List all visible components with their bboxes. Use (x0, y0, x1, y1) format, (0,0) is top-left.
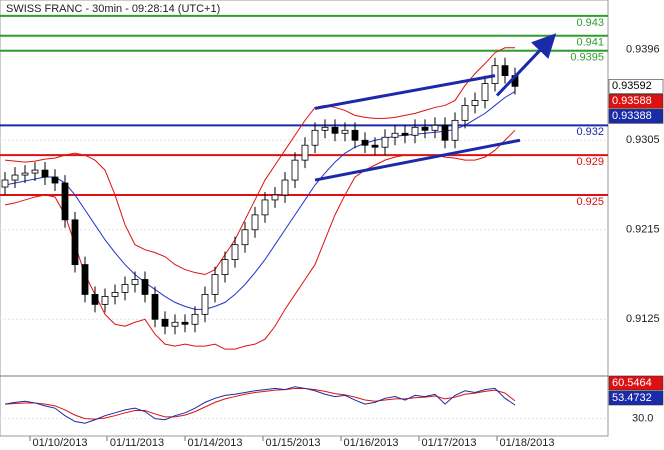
x-tick-label: 01/18/2013 (499, 437, 554, 449)
candle-body (391, 132, 399, 138)
x-tick-label: 01/14/2013 (187, 437, 242, 449)
candle-body (161, 318, 169, 327)
candle-body (21, 172, 29, 176)
candle-body (121, 284, 129, 293)
candle-body (501, 65, 509, 76)
x-tick-label: 01/16/2013 (343, 437, 398, 449)
candle-body (231, 244, 239, 261)
candle-body (311, 129, 319, 146)
candle-body (141, 279, 149, 295)
price-label-bg (608, 109, 664, 124)
y-tick-label: 0.9215 (626, 224, 660, 236)
candle-body (251, 214, 259, 231)
trendline (314, 74, 496, 110)
level-label: 0.925 (576, 196, 604, 208)
candle-body (491, 65, 499, 84)
candle-body (301, 144, 309, 161)
oscillator-line (4, 387, 516, 420)
candle-body (381, 136, 389, 148)
candle-body (471, 100, 479, 106)
candle-body (241, 229, 249, 246)
candle-body (71, 219, 79, 265)
candle-body (361, 139, 369, 146)
chart-title: SWISS FRANC - 30min - 09:28:14 (UTC+1) (6, 3, 220, 15)
candle-body (261, 199, 269, 216)
overlay-line (4, 47, 515, 276)
level-label: 0.929 (576, 156, 604, 168)
candle-body (91, 294, 99, 305)
y-tick-label: 0.9305 (626, 134, 660, 146)
candle-body (371, 144, 379, 148)
candle-body (341, 129, 349, 134)
candle-body (201, 294, 209, 315)
candle-body (421, 126, 429, 131)
candle-body (351, 129, 359, 141)
candle-body (451, 119, 459, 141)
level-label: 0.9395 (570, 52, 604, 64)
candle-body (481, 83, 489, 101)
candle-body (131, 279, 139, 285)
candle-body (1, 179, 9, 188)
candle-body (101, 296, 109, 305)
oscillator-label: 53.4732 (612, 392, 652, 404)
candle-body (221, 259, 229, 275)
x-tick-label: 01/17/2013 (421, 437, 476, 449)
level-label: 0.943 (576, 17, 604, 29)
candle-body (281, 179, 289, 196)
candle-body (431, 124, 439, 131)
candle-body (401, 132, 409, 136)
overlay-line (4, 91, 516, 310)
candle-body (181, 321, 189, 325)
candle-body (271, 194, 279, 201)
candle-body (11, 174, 19, 181)
price-label-bg (608, 94, 664, 109)
trendline (314, 138, 521, 182)
level-label: 0.941 (576, 37, 604, 49)
candle-body (411, 126, 419, 136)
candle-body (191, 313, 199, 325)
candle-body (331, 126, 339, 134)
candle-body (151, 294, 159, 320)
title-bg (1, 1, 241, 17)
x-tick-label: 01/15/2013 (265, 437, 320, 449)
candle-body (111, 292, 119, 297)
candle-body (461, 105, 469, 121)
plot-frame (0, 0, 609, 437)
price-label: 0.93388 (612, 110, 652, 122)
overlay-line (4, 129, 516, 350)
x-tick-label: 01/10/2013 (32, 437, 87, 449)
price-label: 0.93588 (612, 95, 652, 107)
arrow (495, 33, 557, 97)
candle-body (291, 159, 299, 181)
y-tick-label: 0.9125 (626, 313, 660, 325)
y-tick-label: 0.9396 (626, 44, 660, 56)
last-price-label-bg (608, 79, 664, 94)
candle-body (81, 264, 89, 295)
candle-body (41, 169, 49, 178)
candle-body (441, 124, 449, 141)
last-price-label: 0.93592 (612, 80, 652, 92)
candle-body (31, 169, 39, 174)
candle-body (211, 274, 219, 295)
osc-tick-label: 30.0 (632, 413, 653, 425)
x-tick-label: 01/11/2013 (110, 437, 164, 449)
candle-body (171, 321, 179, 327)
oscillator-label-bg (608, 375, 664, 391)
candle-body (51, 176, 59, 184)
oscillator-label-bg (608, 390, 664, 406)
level-label: 0.932 (576, 126, 604, 138)
oscillator-label: 60.5464 (612, 377, 652, 389)
candle-body (61, 182, 69, 221)
candle-body (321, 126, 329, 131)
oscillator-line (4, 386, 516, 424)
